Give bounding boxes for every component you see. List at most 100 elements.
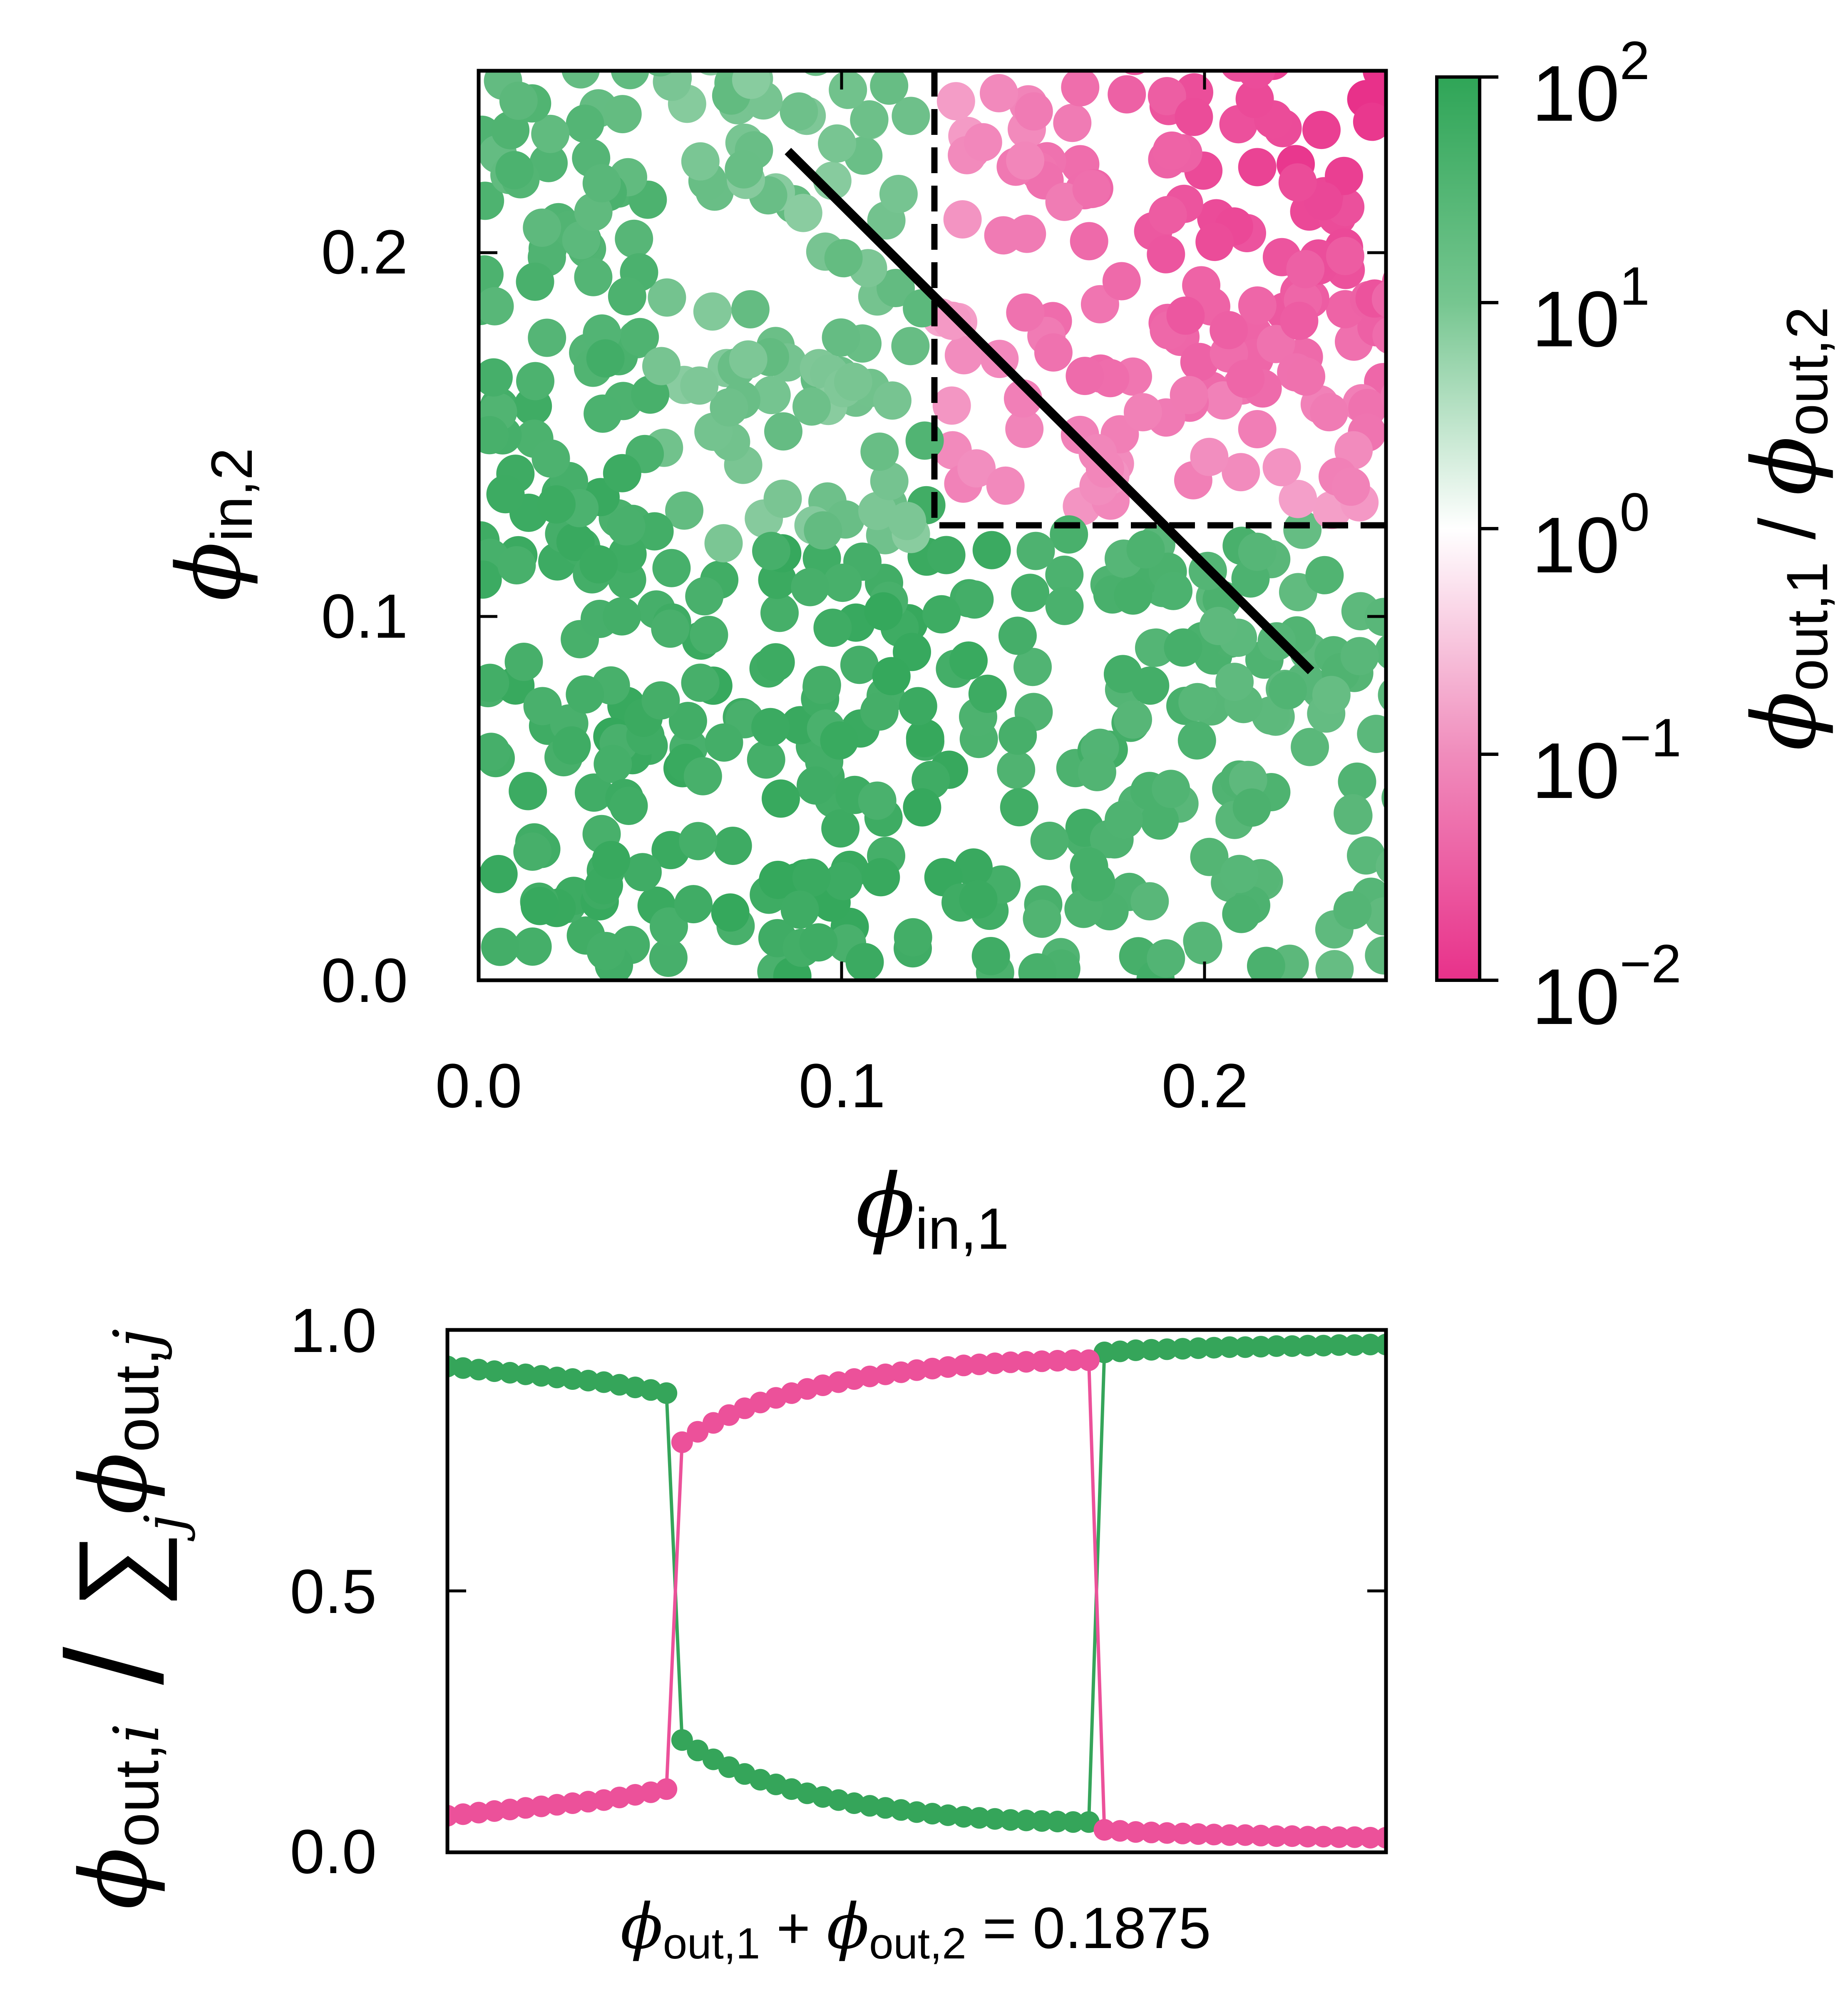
series-point bbox=[1219, 1336, 1241, 1358]
scatter-point bbox=[1005, 410, 1044, 448]
series-point bbox=[1078, 1349, 1100, 1371]
series-point bbox=[1140, 1822, 1162, 1844]
scatter-point bbox=[1126, 530, 1165, 569]
scatter-point bbox=[1123, 393, 1162, 432]
scatter-point bbox=[1283, 510, 1322, 549]
scatter-point bbox=[649, 939, 688, 977]
scatter-point bbox=[944, 336, 983, 375]
series-point bbox=[1281, 1825, 1303, 1847]
series-point bbox=[1109, 1820, 1131, 1842]
scatter-point bbox=[1347, 836, 1385, 875]
scatter-point bbox=[1177, 721, 1216, 760]
series-point bbox=[1297, 1334, 1319, 1357]
scatter-point bbox=[1050, 515, 1088, 554]
series-point bbox=[1297, 1826, 1319, 1848]
scatter-point bbox=[641, 681, 680, 720]
scatter-point bbox=[693, 292, 732, 331]
series-point bbox=[452, 1357, 474, 1379]
scatter-point bbox=[592, 841, 631, 880]
scatter-point bbox=[1147, 235, 1185, 273]
series-point bbox=[656, 1778, 678, 1800]
scatter-point bbox=[922, 595, 961, 634]
scatter-point bbox=[1147, 939, 1185, 978]
colorbar-tick-label: 10−1 bbox=[1532, 707, 1682, 815]
scatter-point bbox=[607, 507, 646, 546]
scatter-point bbox=[1365, 936, 1386, 975]
scatter-point bbox=[650, 907, 688, 946]
scatter-point bbox=[479, 181, 504, 220]
scatter-point bbox=[1164, 628, 1202, 667]
scatter-point bbox=[1140, 801, 1179, 840]
scatter-point bbox=[1008, 214, 1046, 253]
scatter-point bbox=[584, 394, 622, 433]
scatter-point bbox=[763, 480, 802, 518]
series-point bbox=[1250, 1824, 1272, 1846]
scatter-point bbox=[824, 239, 863, 278]
scatter-point bbox=[582, 164, 621, 203]
scatter-point bbox=[491, 111, 530, 149]
series-point bbox=[499, 1362, 521, 1384]
scatter-point bbox=[1238, 410, 1277, 448]
series-point bbox=[937, 1356, 959, 1378]
scatter-point bbox=[1016, 532, 1055, 570]
series-point bbox=[968, 1807, 990, 1829]
scatter-point bbox=[566, 675, 604, 714]
scatter-point bbox=[792, 858, 831, 897]
scatter-point bbox=[780, 890, 819, 929]
x-tick-label: 0.2 bbox=[1162, 1051, 1249, 1121]
colorbar-tick-label: 100 bbox=[1532, 482, 1650, 589]
scatter-point bbox=[850, 100, 889, 139]
scatter-point bbox=[872, 657, 911, 696]
series-point bbox=[1250, 1336, 1272, 1358]
scatter-point bbox=[1045, 555, 1084, 594]
scatter-point bbox=[860, 692, 899, 731]
series-point bbox=[906, 1359, 928, 1381]
scatter-point bbox=[1378, 679, 1386, 711]
scatter-point bbox=[1030, 822, 1069, 860]
scatter-point bbox=[504, 643, 543, 681]
scatter-point bbox=[731, 290, 770, 328]
scatter-point bbox=[608, 535, 647, 574]
scatter-point bbox=[818, 124, 857, 163]
series-point bbox=[1187, 1823, 1209, 1845]
scatter-point bbox=[725, 150, 763, 189]
scatter-point bbox=[1182, 266, 1221, 305]
line-plot: 0.0 0.5 1.0 ϕout,1 + ϕout,2 = 0.1875 ϕou… bbox=[38, 1295, 1388, 1968]
scatter-point bbox=[879, 175, 918, 213]
series-point bbox=[1031, 1810, 1053, 1832]
scatter-point bbox=[1280, 301, 1319, 340]
scatter-point bbox=[784, 194, 822, 232]
scatter-point bbox=[1331, 467, 1370, 506]
scatter-point bbox=[586, 932, 625, 970]
series-point bbox=[577, 1791, 599, 1813]
scatter-point bbox=[609, 787, 648, 825]
scatter-point bbox=[665, 491, 703, 530]
scatter-point bbox=[858, 781, 897, 820]
series-point bbox=[671, 1729, 693, 1751]
series-point bbox=[1172, 1822, 1194, 1844]
scatter-point bbox=[479, 560, 502, 599]
series-point bbox=[1312, 1826, 1334, 1848]
scatter-point bbox=[1325, 157, 1363, 195]
scatter-point bbox=[690, 616, 728, 654]
series-point bbox=[922, 1357, 944, 1379]
scatter-point bbox=[681, 142, 720, 181]
scatter-point bbox=[713, 827, 752, 865]
scatter-point bbox=[479, 287, 514, 326]
series-point bbox=[561, 1792, 584, 1814]
scatter-point bbox=[516, 262, 554, 301]
scatter-point bbox=[1215, 663, 1254, 701]
scatter-point bbox=[972, 531, 1011, 569]
scatter-point bbox=[752, 376, 791, 415]
series-point bbox=[1000, 1351, 1021, 1373]
scatter-point bbox=[1257, 325, 1295, 363]
series-point bbox=[1328, 1826, 1350, 1848]
scatter-point bbox=[651, 609, 690, 648]
series-point bbox=[1000, 1809, 1021, 1831]
scatter-point bbox=[1153, 131, 1191, 170]
scatter-point bbox=[1363, 71, 1386, 90]
scatter-point bbox=[860, 432, 899, 471]
series-point bbox=[483, 1800, 505, 1822]
scatter-point bbox=[999, 716, 1037, 755]
scatter-point bbox=[1238, 286, 1277, 325]
